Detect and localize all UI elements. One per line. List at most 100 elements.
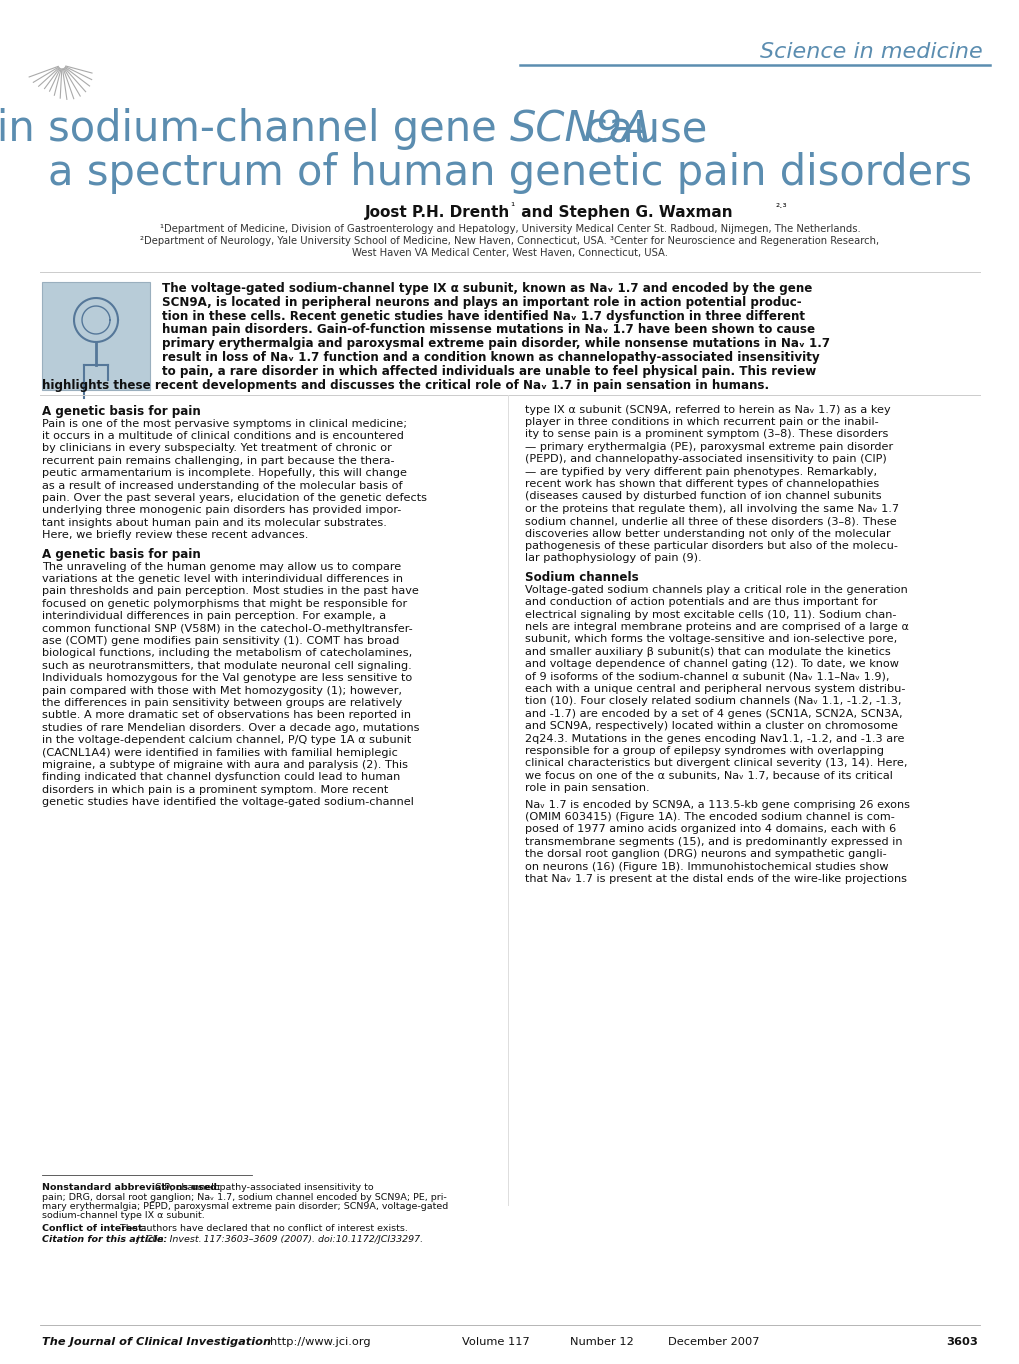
Text: Pain is one of the most pervasive symptoms in clinical medicine;: Pain is one of the most pervasive sympto… xyxy=(42,419,407,428)
Text: the differences in pain sensitivity between groups are relatively: the differences in pain sensitivity betw… xyxy=(42,698,401,708)
Text: pathogenesis of these particular disorders but also of the molecu-: pathogenesis of these particular disorde… xyxy=(525,542,897,551)
Text: ²Department of Neurology, Yale University School of Medicine, New Haven, Connect: ²Department of Neurology, Yale Universit… xyxy=(141,236,878,246)
Text: that Naᵥ 1.7 is present at the distal ends of the wire-like projections: that Naᵥ 1.7 is present at the distal en… xyxy=(525,874,906,884)
Text: posed of 1977 amino acids organized into 4 domains, each with 6: posed of 1977 amino acids organized into… xyxy=(525,824,896,835)
Text: (CACNL1A4) were identified in families with familial hemiplegic: (CACNL1A4) were identified in families w… xyxy=(42,747,397,757)
Text: such as neurotransmitters, that modulate neuronal cell signaling.: such as neurotransmitters, that modulate… xyxy=(42,660,412,671)
Text: transmembrane segments (15), and is predominantly expressed in: transmembrane segments (15), and is pred… xyxy=(525,836,902,847)
Text: ase (COMT) gene modifies pain sensitivity (1). COMT has broad: ase (COMT) gene modifies pain sensitivit… xyxy=(42,636,399,647)
Text: interindividual differences in pain perception. For example, a: interindividual differences in pain perc… xyxy=(42,611,386,621)
Text: as a result of increased understanding of the molecular basis of: as a result of increased understanding o… xyxy=(42,480,403,491)
Text: tion (10). Four closely related sodium channels (Naᵥ 1.1, -1.2, -1.3,: tion (10). Four closely related sodium c… xyxy=(525,697,901,707)
Text: Sodium channels: Sodium channels xyxy=(525,570,638,584)
Text: variations at the genetic level with interindividual differences in: variations at the genetic level with int… xyxy=(42,574,403,584)
Text: disorders in which pain is a prominent symptom. More recent: disorders in which pain is a prominent s… xyxy=(42,784,388,795)
Text: in the voltage-dependent calcium channel, P/Q type 1A α subunit: in the voltage-dependent calcium channel… xyxy=(42,735,411,745)
Text: December 2007: December 2007 xyxy=(667,1337,759,1348)
Text: pain; DRG, dorsal root ganglion; Naᵥ 1.7, sodium channel encoded by SCN9A; PE, p: pain; DRG, dorsal root ganglion; Naᵥ 1.7… xyxy=(42,1192,446,1202)
Text: (PEPD), and channelopathy-associated insensitivity to pain (CIP): (PEPD), and channelopathy-associated ins… xyxy=(525,454,886,464)
Text: or the proteins that regulate them), all involving the same Naᵥ 1.7: or the proteins that regulate them), all… xyxy=(525,503,898,514)
Text: by clinicians in every subspecialty. Yet treatment of chronic or: by clinicians in every subspecialty. Yet… xyxy=(42,443,391,453)
Text: a spectrum of human genetic pain disorders: a spectrum of human genetic pain disorde… xyxy=(48,151,971,194)
Text: focused on genetic polymorphisms that might be responsible for: focused on genetic polymorphisms that mi… xyxy=(42,599,407,608)
Text: (diseases caused by disturbed function of ion channel subunits: (diseases caused by disturbed function o… xyxy=(525,491,880,502)
Text: Citation for this article:: Citation for this article: xyxy=(42,1236,167,1244)
Text: genetic studies have identified the voltage-gated sodium-channel: genetic studies have identified the volt… xyxy=(42,797,414,807)
Text: role in pain sensation.: role in pain sensation. xyxy=(525,783,649,794)
Text: underlying three monogenic pain disorders has provided impor-: underlying three monogenic pain disorder… xyxy=(42,506,400,516)
Text: The voltage-gated sodium-channel type IX α subunit, known as Naᵥ 1.7 and encoded: The voltage-gated sodium-channel type IX… xyxy=(162,282,811,295)
Text: migraine, a subtype of migraine with aura and paralysis (2). This: migraine, a subtype of migraine with aur… xyxy=(42,760,408,771)
Text: The Journal of Clinical Investigation: The Journal of Clinical Investigation xyxy=(42,1337,271,1348)
Text: A genetic basis for pain: A genetic basis for pain xyxy=(42,547,201,561)
Text: ¹: ¹ xyxy=(510,202,514,211)
Text: the dorsal root ganglion (DRG) neurons and sympathetic gangli-: the dorsal root ganglion (DRG) neurons a… xyxy=(525,850,886,859)
Text: SCN9A: SCN9A xyxy=(510,108,651,150)
Text: ¹Department of Medicine, Division of Gastroenterology and Hepatology, University: ¹Department of Medicine, Division of Gas… xyxy=(159,224,860,235)
Text: pain compared with those with Met homozygosity (1); however,: pain compared with those with Met homozy… xyxy=(42,686,401,696)
Text: and SCN9A, respectively) located within a cluster on chromosome: and SCN9A, respectively) located within … xyxy=(525,722,897,731)
Text: we focus on one of the α subunits, Naᵥ 1.7, because of its critical: we focus on one of the α subunits, Naᵥ 1… xyxy=(525,771,892,780)
Text: and conduction of action potentials and are thus important for: and conduction of action potentials and … xyxy=(525,597,876,607)
Text: — are typified by very different pain phenotypes. Remarkably,: — are typified by very different pain ph… xyxy=(525,466,876,476)
Text: tant insights about human pain and its molecular substrates.: tant insights about human pain and its m… xyxy=(42,518,386,528)
Text: J. Clin. Invest. 117:3603–3609 (2007). doi:10.1172/JCI33297.: J. Clin. Invest. 117:3603–3609 (2007). d… xyxy=(135,1236,423,1244)
Text: Conflict of interest:: Conflict of interest: xyxy=(42,1224,147,1233)
Text: Voltage-gated sodium channels play a critical role in the generation: Voltage-gated sodium channels play a cri… xyxy=(525,585,907,595)
Text: The unraveling of the human genome may allow us to compare: The unraveling of the human genome may a… xyxy=(42,562,400,572)
Text: biological functions, including the metabolism of catecholamines,: biological functions, including the meta… xyxy=(42,648,412,659)
Text: each with a unique central and peripheral nervous system distribu-: each with a unique central and periphera… xyxy=(525,683,905,694)
Text: Joost P.H. Drenth: Joost P.H. Drenth xyxy=(365,205,510,220)
Text: http://www.jci.org: http://www.jci.org xyxy=(270,1337,370,1348)
Text: recurrent pain remains challenging, in part because the thera-: recurrent pain remains challenging, in p… xyxy=(42,456,394,465)
Text: The authors have declared that no conflict of interest exists.: The authors have declared that no confli… xyxy=(116,1224,407,1233)
Text: nels are integral membrane proteins and are comprised of a large α: nels are integral membrane proteins and … xyxy=(525,622,908,632)
Text: it occurs in a multitude of clinical conditions and is encountered: it occurs in a multitude of clinical con… xyxy=(42,431,404,441)
Text: Science in medicine: Science in medicine xyxy=(759,42,981,61)
Text: highlights these recent developments and discusses the critical role of Naᵥ 1.7 : highlights these recent developments and… xyxy=(42,379,768,391)
Text: A genetic basis for pain: A genetic basis for pain xyxy=(42,405,201,417)
Text: result in loss of Naᵥ 1.7 function and a condition known as channelopathy-associ: result in loss of Naᵥ 1.7 function and a… xyxy=(162,351,819,364)
Text: clinical characteristics but divergent clinical severity (13, 14). Here,: clinical characteristics but divergent c… xyxy=(525,758,907,768)
Text: and -1.7) are encoded by a set of 4 genes (SCN1A, SCN2A, SCN3A,: and -1.7) are encoded by a set of 4 gene… xyxy=(525,709,902,719)
Text: 2q24.3. Mutations in the genes encoding Nav1.1, -1.2, and -1.3 are: 2q24.3. Mutations in the genes encoding … xyxy=(525,734,904,743)
Text: electrical signaling by most excitable cells (10, 11). Sodium chan-: electrical signaling by most excitable c… xyxy=(525,610,896,619)
Text: subtle. A more dramatic set of observations has been reported in: subtle. A more dramatic set of observati… xyxy=(42,711,411,720)
Text: cause: cause xyxy=(572,108,707,150)
Text: common functional SNP (V58M) in the catechol-O-methyltransfer-: common functional SNP (V58M) in the cate… xyxy=(42,623,413,634)
Text: Individuals homozygous for the Val genotype are less sensitive to: Individuals homozygous for the Val genot… xyxy=(42,674,412,683)
Text: subunit, which forms the voltage-sensitive and ion-selective pore,: subunit, which forms the voltage-sensiti… xyxy=(525,634,897,644)
Text: SCN9A, is located in peripheral neurons and plays an important role in action po: SCN9A, is located in peripheral neurons … xyxy=(162,296,801,308)
Text: player in three conditions in which recurrent pain or the inabil-: player in three conditions in which recu… xyxy=(525,417,877,427)
Text: studies of rare Mendelian disorders. Over a decade ago, mutations: studies of rare Mendelian disorders. Ove… xyxy=(42,723,419,732)
Text: pain. Over the past several years, elucidation of the genetic defects: pain. Over the past several years, eluci… xyxy=(42,492,427,503)
Text: on neurons (16) (Figure 1B). Immunohistochemical studies show: on neurons (16) (Figure 1B). Immunohisto… xyxy=(525,862,888,872)
Bar xyxy=(42,282,150,390)
Text: Mutations in sodium-channel gene: Mutations in sodium-channel gene xyxy=(0,108,510,150)
Text: Number 12: Number 12 xyxy=(570,1337,633,1348)
Text: (OMIM 603415) (Figure 1A). The encoded sodium channel is com-: (OMIM 603415) (Figure 1A). The encoded s… xyxy=(525,812,894,822)
Text: Here, we briefly review these recent advances.: Here, we briefly review these recent adv… xyxy=(42,531,308,540)
Text: responsible for a group of epilepsy syndromes with overlapping: responsible for a group of epilepsy synd… xyxy=(525,746,883,756)
Text: 3603: 3603 xyxy=(946,1337,977,1348)
Text: human pain disorders. Gain-of-function missense mutations in Naᵥ 1.7 have been s: human pain disorders. Gain-of-function m… xyxy=(162,323,814,337)
Text: sodium-channel type IX α subunit.: sodium-channel type IX α subunit. xyxy=(42,1211,205,1221)
Text: of 9 isoforms of the sodium-channel α subunit (Naᵥ 1.1–Naᵥ 1.9),: of 9 isoforms of the sodium-channel α su… xyxy=(525,671,889,682)
Text: discoveries allow better understanding not only of the molecular: discoveries allow better understanding n… xyxy=(525,529,890,539)
Text: West Haven VA Medical Center, West Haven, Connecticut, USA.: West Haven VA Medical Center, West Haven… xyxy=(352,248,667,258)
Text: and Stephen G. Waxman: and Stephen G. Waxman xyxy=(516,205,732,220)
Text: primary erythermalgia and paroxysmal extreme pain disorder, while nonsense mutat: primary erythermalgia and paroxysmal ext… xyxy=(162,337,829,351)
Text: pain thresholds and pain perception. Most studies in the past have: pain thresholds and pain perception. Mos… xyxy=(42,587,419,596)
Text: recent work has shown that different types of channelopathies: recent work has shown that different typ… xyxy=(525,479,878,490)
Text: tion in these cells. Recent genetic studies have identified Naᵥ 1.7 dysfunction : tion in these cells. Recent genetic stud… xyxy=(162,310,804,323)
Text: CIP, channelopathy-associated insensitivity to: CIP, channelopathy-associated insensitiv… xyxy=(152,1183,373,1192)
Text: Naᵥ 1.7 is encoded by SCN9A, a 113.5-kb gene comprising 26 exons: Naᵥ 1.7 is encoded by SCN9A, a 113.5-kb … xyxy=(525,799,909,810)
Text: finding indicated that channel dysfunction could lead to human: finding indicated that channel dysfuncti… xyxy=(42,772,399,783)
Text: type IX α subunit (SCN9A, referred to herein as Naᵥ 1.7) as a key: type IX α subunit (SCN9A, referred to he… xyxy=(525,405,890,415)
Text: Volume 117: Volume 117 xyxy=(462,1337,529,1348)
Text: Nonstandard abbreviations used:: Nonstandard abbreviations used: xyxy=(42,1183,220,1192)
Text: and voltage dependence of channel gating (12). To date, we know: and voltage dependence of channel gating… xyxy=(525,659,898,670)
Text: and smaller auxiliary β subunit(s) that can modulate the kinetics: and smaller auxiliary β subunit(s) that … xyxy=(525,647,890,657)
Text: — primary erythermalgia (PE), paroxysmal extreme pain disorder: — primary erythermalgia (PE), paroxysmal… xyxy=(525,442,893,451)
Text: ²‧³: ²‧³ xyxy=(774,202,786,211)
